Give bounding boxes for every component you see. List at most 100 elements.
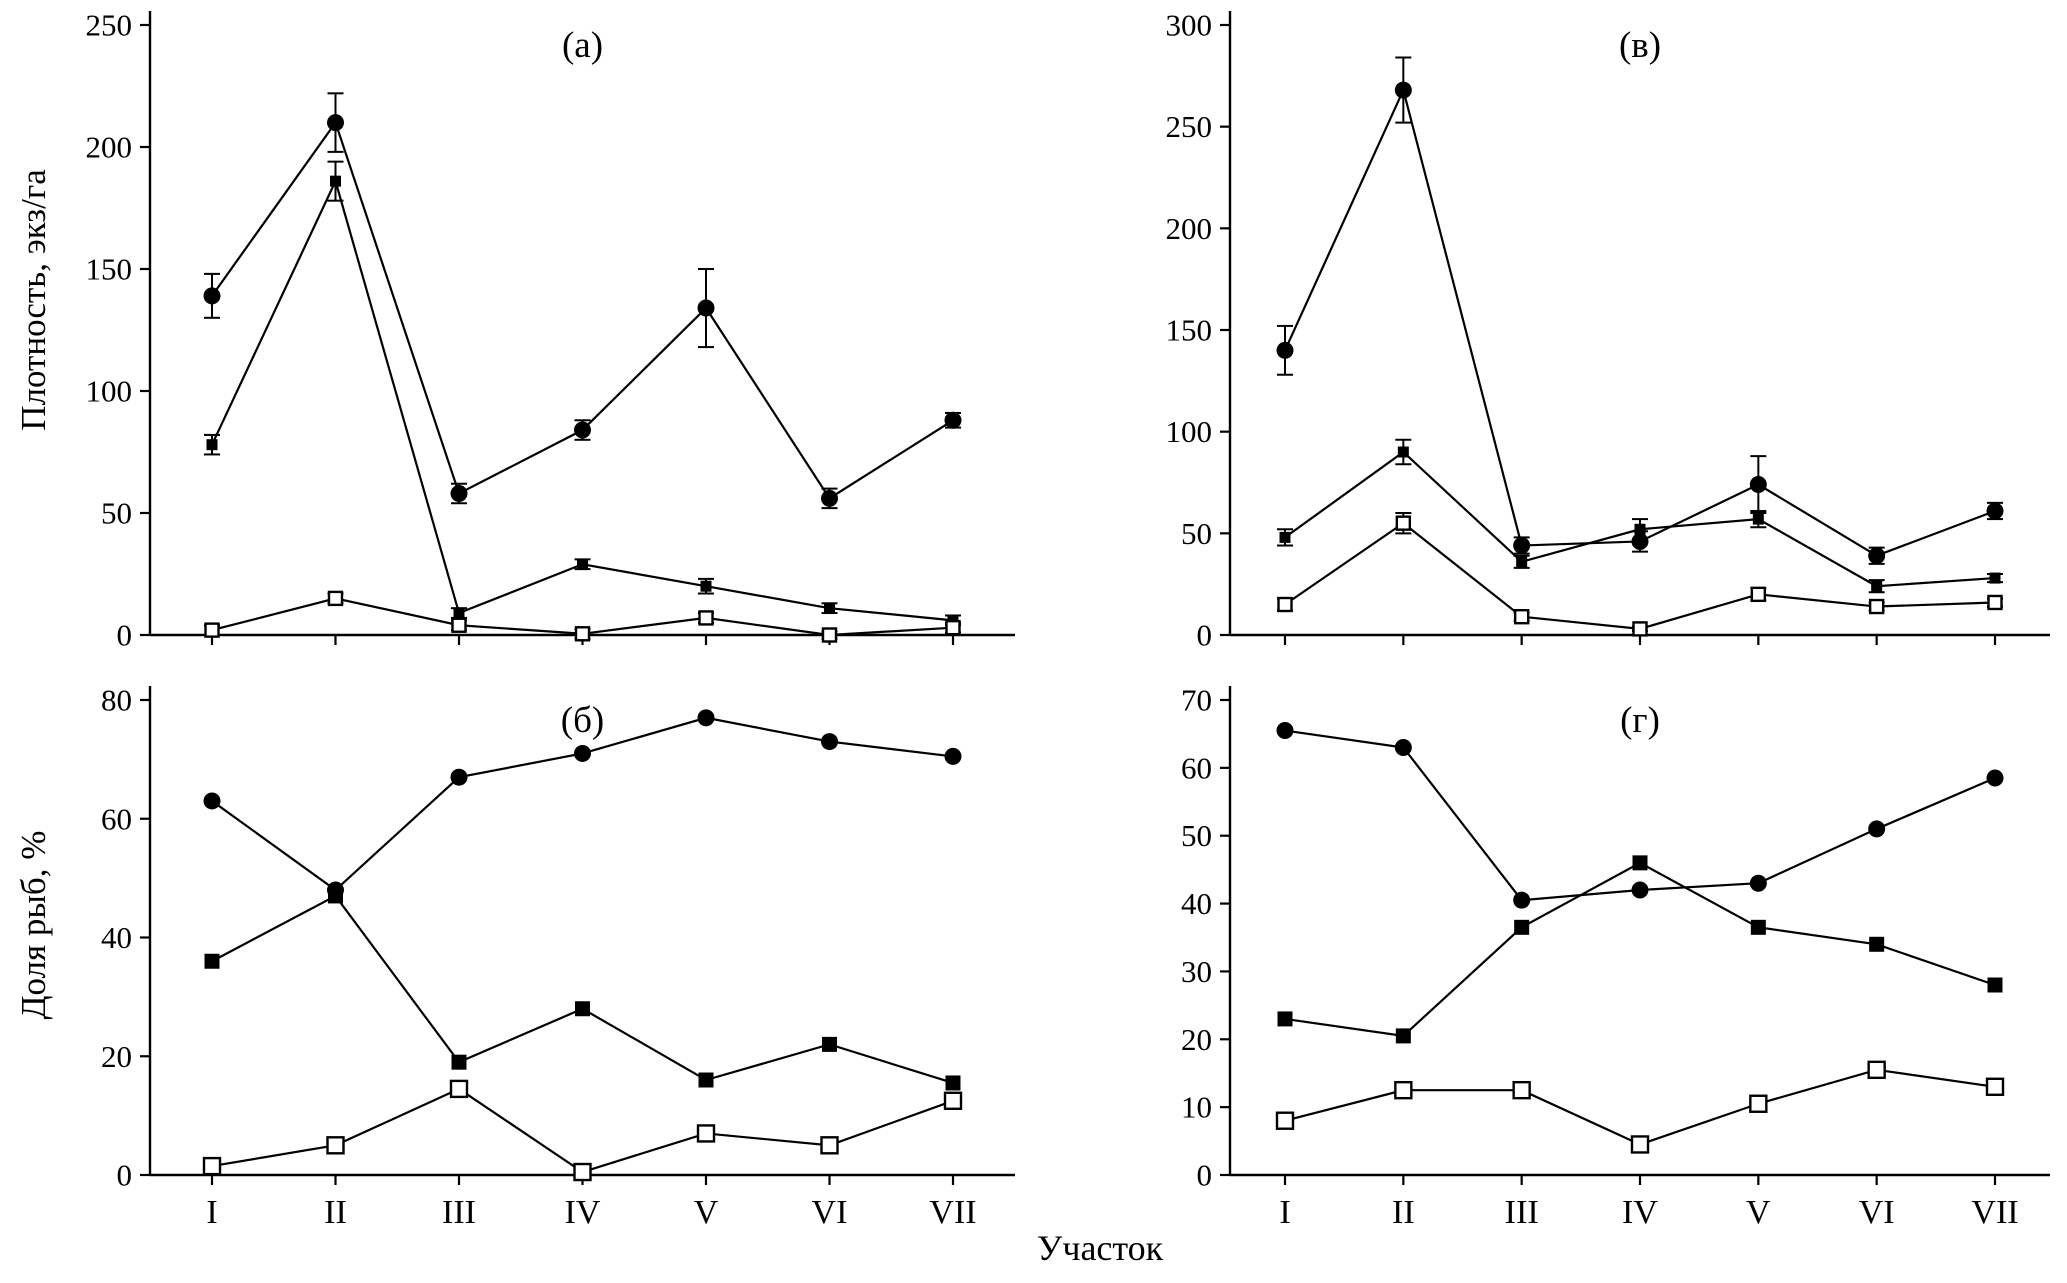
series-line [211, 716, 954, 892]
filled-square-marker [453, 607, 465, 619]
series-line [1283, 86, 1996, 557]
y-tick-label: 0 [117, 1158, 133, 1193]
filled-square-marker [824, 602, 835, 614]
filled-square-series [1277, 438, 2003, 594]
filled-circle-marker [1868, 820, 1886, 838]
open-square-marker [451, 617, 467, 633]
x-tick-label: VI [812, 1194, 848, 1231]
filled-circle-marker [1513, 537, 1531, 555]
y-tick-label: 20 [101, 1039, 132, 1074]
filled-square-marker [451, 1054, 467, 1070]
filled-circle-marker [574, 744, 591, 762]
panel-title: (а) [562, 25, 603, 66]
y-tick-label: 40 [1181, 886, 1212, 921]
y-tick-label: 50 [1181, 516, 1212, 551]
filled-square-marker [1277, 1011, 1293, 1027]
filled-circle-series [1276, 56, 2004, 565]
open-square-marker [943, 1091, 963, 1110]
x-tick-label: II [1392, 1194, 1415, 1231]
open-square-marker [1985, 1077, 2005, 1096]
open-square-marker [326, 1136, 345, 1155]
open-square-marker [1750, 586, 1767, 603]
y-tick-label: 150 [86, 252, 133, 287]
y-tick-label: 0 [1197, 618, 1213, 653]
open-square-series [204, 590, 961, 643]
y-tick-label: 10 [1181, 1090, 1212, 1125]
filled-square-marker [1752, 513, 1764, 525]
filled-circle-marker [1868, 547, 1886, 565]
axes: 0 50 100 150 200 250 [86, 8, 1015, 653]
filled-circle-marker [944, 747, 962, 765]
filled-square-marker [700, 580, 712, 592]
x-axis-label-site: Участок [1036, 1228, 1164, 1268]
open-square-series [1277, 512, 2003, 637]
open-square-marker [1275, 1111, 1295, 1130]
filled-circle-marker [1394, 81, 1412, 99]
series-line [211, 894, 954, 1085]
open-square-marker [574, 626, 591, 642]
filled-square-marker [1869, 936, 1885, 952]
series-line [211, 1087, 954, 1174]
y-tick-label: 0 [1197, 1158, 1213, 1193]
open-square-marker [449, 1079, 469, 1099]
series-line [1284, 729, 1996, 902]
filled-square-marker [206, 439, 218, 451]
filled-square-marker [1397, 446, 1409, 458]
y-tick-label: 0 [117, 618, 133, 653]
y-tick-label: 100 [86, 374, 133, 409]
filled-square-series [204, 888, 961, 1091]
open-square-series [1275, 1060, 2005, 1154]
filled-square-marker [1516, 556, 1528, 568]
panel-title: (г) [1620, 700, 1660, 741]
x-tick-label: III [442, 1194, 476, 1231]
filled-square-marker [577, 558, 588, 570]
filled-circle-marker [1749, 874, 1767, 892]
y-tick-label: 150 [1166, 313, 1213, 348]
open-square-marker [204, 622, 220, 638]
filled-circle-marker [821, 733, 838, 751]
filled-circle-marker [574, 421, 591, 439]
x-tick-label: IV [565, 1194, 601, 1231]
filled-circle-marker [1986, 502, 2004, 520]
filled-square-marker [1279, 531, 1291, 543]
y-tick-label: 200 [86, 130, 133, 165]
open-square-marker [202, 1156, 222, 1176]
filled-circle-marker [450, 484, 468, 502]
series-line [211, 178, 954, 622]
filled-circle-marker [450, 768, 468, 786]
filled-square-marker [822, 1036, 837, 1052]
x-tick-label: I [1279, 1194, 1290, 1231]
y-tick-label: 40 [101, 920, 132, 955]
filled-circle-series [203, 92, 962, 510]
y-axis-label-density: Плотность, экз/га [14, 169, 53, 431]
y-tick-label: 200 [1166, 211, 1213, 246]
filled-square-marker [1871, 580, 1883, 592]
filled-circle-marker [1986, 769, 2004, 787]
filled-circle-marker [944, 411, 962, 429]
open-square-marker [1395, 515, 1412, 531]
series-line [1284, 1068, 1996, 1146]
chart-panel-a: 0 50 100 150 200 250 (а) [86, 8, 1015, 653]
filled-square-marker [330, 175, 341, 187]
filled-square-series [204, 160, 961, 627]
filled-circle-marker [203, 287, 221, 305]
open-square-marker [1987, 594, 2003, 611]
y-tick-label: 50 [1181, 818, 1212, 853]
filled-square-marker [698, 1072, 714, 1088]
y-tick-label: 300 [1166, 8, 1213, 43]
open-square-marker [1630, 1135, 1650, 1154]
y-tick-label: 70 [1181, 683, 1212, 718]
x-tick-label: VII [1971, 1194, 2018, 1231]
y-tick-label: 20 [1181, 1022, 1212, 1057]
open-square-marker [696, 1124, 716, 1143]
filled-circle-marker [1276, 722, 1294, 740]
panel-title: (в) [1619, 25, 1661, 66]
filled-circle-marker [1276, 341, 1294, 359]
filled-square-marker [945, 1075, 961, 1091]
open-square-marker [1513, 609, 1530, 625]
filled-circle-series [1276, 722, 2004, 909]
x-tick-label: I [206, 1194, 217, 1231]
